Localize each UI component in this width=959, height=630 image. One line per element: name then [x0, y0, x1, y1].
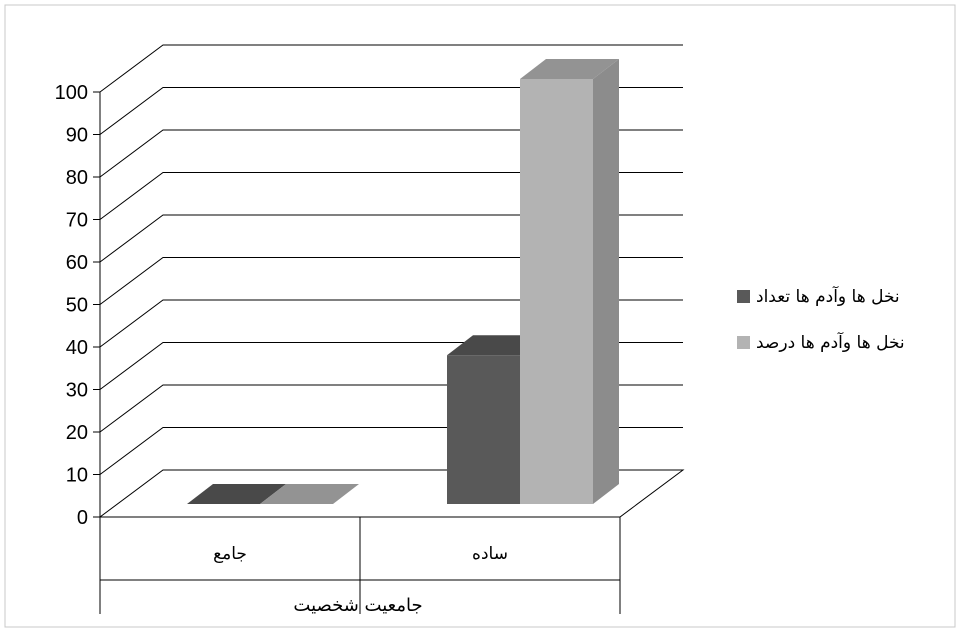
bars [187, 59, 619, 504]
y-tick-label: 0 [77, 507, 88, 529]
legend-label: نخل ها وآدم ها تعداد [756, 285, 900, 307]
legend-swatch [737, 290, 750, 303]
category-label: جامع [213, 544, 247, 564]
legend: نخل ها وآدم ها تعداد نخل ها وآدم ها درصد [737, 285, 905, 353]
axes [93, 91, 621, 614]
category-labels: جامع ساده [213, 544, 508, 564]
y-tick-label: 50 [66, 295, 88, 317]
gridline [99, 129, 683, 178]
gridline [99, 299, 683, 348]
bar-side [593, 59, 619, 504]
gridline [99, 172, 683, 220]
gridline [99, 214, 683, 263]
bar-top [187, 484, 286, 504]
legend-label: نخل ها وآدم ها درصد [756, 331, 905, 353]
y-tick-label: 60 [66, 252, 88, 274]
y-tick-label: 80 [66, 167, 88, 189]
y-tick-labels: 0 10 20 30 40 50 60 70 80 90 100 [55, 82, 88, 529]
category-label: ساده [472, 544, 508, 564]
bar-top [260, 484, 359, 504]
y-tick-label: 10 [66, 465, 88, 487]
gridline [99, 87, 683, 135]
bar [187, 484, 286, 504]
y-tick-label: 20 [66, 422, 88, 444]
legend-swatch [737, 336, 750, 349]
chart-border [4, 4, 956, 628]
x-axis-title: جامعیت شخصیت [293, 595, 422, 616]
bar [260, 484, 359, 504]
bar-top [520, 59, 619, 79]
bar [520, 59, 619, 504]
bar-front [447, 355, 520, 504]
gridline [99, 44, 683, 93]
y-tick-label: 100 [55, 82, 88, 104]
y-tick-label: 70 [66, 210, 88, 232]
bar-front [520, 79, 593, 504]
y-tick-label: 40 [66, 337, 88, 359]
y-tick-label: 90 [66, 125, 88, 147]
gridline [99, 257, 683, 305]
y-tick-label: 30 [66, 380, 88, 402]
